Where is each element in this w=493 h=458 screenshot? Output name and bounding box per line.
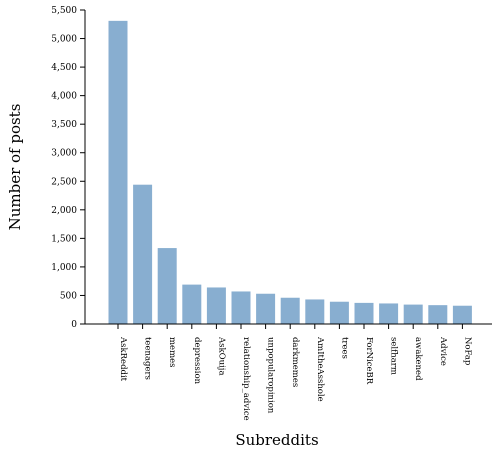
y-axis: 0 500 1,000 1,500 2,000 2,500 3,000 3,500 4,000 4… (51, 6, 86, 330)
y-tick-label: 500 (60, 291, 77, 301)
y-tick-label: 1,500 (51, 234, 77, 244)
bar-ForNiceBR (354, 302, 374, 324)
y-tick-label: 2,500 (51, 177, 77, 187)
x-tick-label: ForNiceBR (364, 337, 374, 385)
y-tick-label: 5,000 (51, 35, 77, 45)
bars-group (108, 20, 472, 324)
bar-unpopularopinion (256, 293, 276, 324)
y-tick-label: 0 (71, 320, 77, 330)
y-tick-label: 5,500 (51, 6, 77, 16)
x-tick-label: Advice (438, 336, 448, 366)
bar-Advice (428, 305, 448, 324)
x-tick-label: AmItheAsshole (315, 336, 325, 402)
x-axis: AskReddit teenagers memes depression AskOuij… (85, 323, 492, 421)
x-tick-label: darkmemes (290, 337, 300, 387)
x-tick-label: depression (192, 337, 202, 385)
x-tick-label: awakened (413, 337, 423, 381)
bar-relationship_advice (231, 291, 251, 324)
y-tick-label: 2,000 (51, 206, 77, 216)
bar-AmItheAsshole (305, 299, 325, 324)
x-tick-label: unpopularopinion (266, 337, 276, 414)
bar-memes (157, 248, 177, 324)
x-tick-label: AskReddit (118, 336, 128, 382)
y-tick-label: 1,000 (51, 263, 77, 273)
x-tick-label: NoFap (462, 337, 472, 366)
bar-awakened (403, 304, 423, 324)
y-tick-label: 4,500 (51, 63, 77, 73)
bar-depression (182, 284, 202, 324)
y-tick-label: 3,500 (51, 120, 77, 130)
bar-AskOuija (206, 287, 226, 324)
bar-trees (329, 301, 349, 324)
x-axis-label: Subreddits (235, 431, 318, 449)
x-tick-label: teenagers (143, 337, 153, 380)
bar-darkmemes (280, 297, 300, 324)
bar-AskReddit (108, 20, 128, 324)
x-tick-label: memes (167, 337, 177, 368)
y-tick-label: 3,000 (51, 149, 77, 159)
bar-NoFap (452, 305, 472, 324)
bar-selfharm (379, 303, 399, 324)
x-tick-label: relationship_advice (241, 337, 251, 421)
x-tick-label: trees (339, 337, 349, 359)
x-tick-label: selfharm (389, 337, 399, 375)
bar-teenagers (133, 184, 153, 324)
y-tick-label: 4,000 (51, 92, 77, 102)
y-axis-label: Number of posts (6, 104, 24, 231)
x-tick-label: AskOuija (216, 336, 226, 376)
